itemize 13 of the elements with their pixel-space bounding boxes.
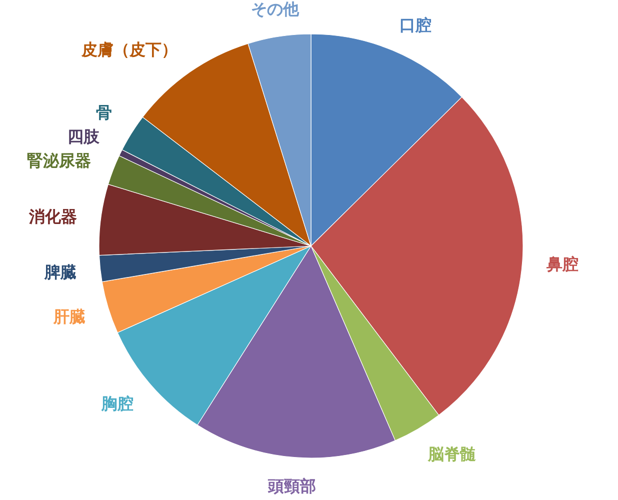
slice-label: 鼻腔: [545, 254, 578, 274]
slice-label: 頭頸部: [267, 476, 316, 496]
slice-label: 脳脊髄: [426, 444, 477, 464]
slice-label: 肝臓: [52, 306, 86, 326]
slice-label: 皮膚（皮下）: [80, 40, 178, 60]
slice-label: 脾臓: [43, 262, 76, 282]
slice-label: 口腔: [400, 16, 432, 35]
slice-label: 胸腔: [100, 394, 134, 414]
slice-label: 腎泌尿器: [27, 150, 92, 170]
slice-label: その他: [250, 0, 300, 19]
slice-label: 骨: [96, 102, 112, 122]
slice-label: 消化器: [28, 206, 77, 226]
slice-label: 四肢: [67, 126, 100, 146]
